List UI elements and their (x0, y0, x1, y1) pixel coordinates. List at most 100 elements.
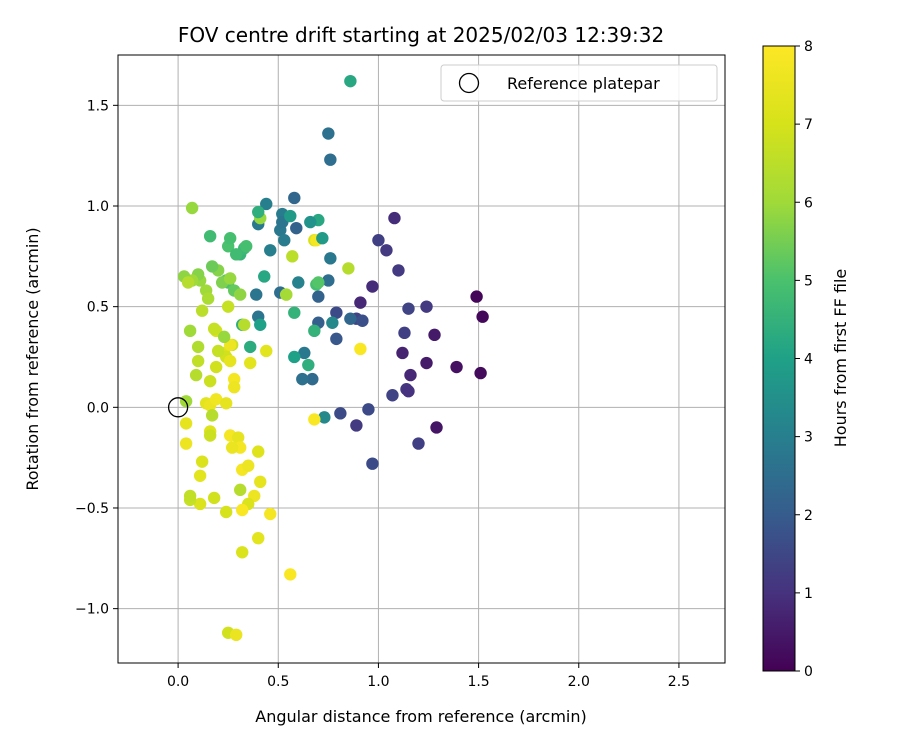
scatter-point (205, 260, 219, 273)
scatter-point (242, 459, 255, 472)
scatter-point (209, 393, 223, 406)
scatter-point (250, 288, 263, 301)
scatter-point (330, 306, 343, 319)
colorbar-tick-label: 1 (804, 586, 813, 602)
scatter-point (304, 215, 317, 229)
scatter-point (203, 374, 217, 388)
colorbar: 0 1 2 3 4 5 6 7 8 Hours from first FF file (762, 39, 850, 680)
scatter-point (229, 628, 243, 642)
x-tick-label: 1.5 (467, 674, 489, 690)
scatter-point (296, 372, 309, 386)
legend-label-reference: Reference platepar (507, 74, 660, 93)
colorbar-tick-label: 0 (804, 664, 813, 680)
y-axis-label: Rotation from reference (arcmin) (23, 227, 42, 490)
scatter-point (217, 330, 231, 344)
scatter-point (380, 244, 393, 257)
scatter-point (209, 360, 223, 374)
scatter-point (225, 441, 239, 454)
x-tick-label: 2.0 (568, 674, 590, 690)
scatter-point (372, 234, 385, 247)
scatter-point (284, 568, 297, 581)
colorbar-gradient (762, 45, 796, 672)
scatter-point (183, 324, 197, 338)
x-tick-label: 0.5 (267, 674, 289, 690)
scatter-point (234, 288, 247, 301)
scatter-point (254, 318, 267, 331)
scatter-point (193, 497, 207, 511)
scatter-point (474, 366, 487, 380)
scatter-point (223, 354, 237, 368)
colorbar-tick-label: 3 (804, 430, 813, 446)
scatter-point (264, 244, 277, 257)
scatter-point (211, 344, 225, 358)
scatter-point (312, 290, 325, 303)
scatter-point (189, 368, 203, 382)
scatter-point (252, 205, 265, 219)
scatter-point (203, 229, 217, 243)
scatter-point (288, 306, 301, 319)
scatter-point (330, 332, 343, 346)
scatter-point (207, 491, 221, 505)
y-tick-label: 1.0 (87, 199, 109, 215)
scatter-point (236, 503, 249, 517)
colorbar-tick-label: 7 (804, 117, 813, 133)
scatter-point (354, 342, 367, 356)
y-tick-label: −0.5 (75, 501, 109, 517)
chart-title: FOV centre drift starting at 2025/02/03 … (178, 23, 664, 47)
reference-platepar-marker (167, 397, 189, 418)
scatter-point (392, 264, 405, 277)
scatter-point (450, 360, 463, 374)
scatter-point (324, 252, 337, 265)
scatter-point (244, 356, 257, 370)
scatter-point (356, 314, 369, 327)
scatter-point (298, 346, 311, 360)
scatter-points (177, 74, 489, 642)
scatter-point (195, 455, 209, 468)
colorbar-tick-label: 4 (804, 352, 813, 368)
scatter-point (286, 250, 299, 263)
scatter-point (240, 240, 253, 253)
scatter-point (260, 197, 273, 211)
colorbar-tick-label: 8 (804, 39, 813, 55)
scatter-point (185, 201, 199, 215)
scatter-point (203, 429, 217, 442)
scatter-point (322, 127, 335, 140)
x-tick-label: 1.0 (367, 674, 389, 690)
scatter-point (260, 344, 273, 358)
scatter-point (244, 340, 257, 354)
scatter-point (402, 385, 415, 398)
scatter-point (238, 318, 251, 331)
scatter-point (227, 380, 241, 394)
scatter-point (396, 346, 409, 360)
plot-frame (117, 54, 726, 664)
scatter-point (207, 322, 221, 336)
scatter-point (201, 292, 215, 305)
scatter-point (195, 304, 209, 317)
scatter-point (386, 389, 399, 402)
scatter-point (318, 411, 331, 424)
scatter-point (326, 316, 339, 329)
scatter-point (308, 324, 321, 338)
scatter-point (252, 531, 265, 545)
scatter-point (362, 403, 375, 416)
legend-marker-reference (458, 72, 480, 94)
scatter-point (258, 270, 271, 283)
scatter-point (316, 232, 329, 245)
y-tick-label: 0.5 (87, 300, 109, 316)
scatter-point (344, 312, 357, 325)
plot-area (118, 55, 725, 663)
scatter-point (223, 272, 237, 285)
colorbar-ticks: 0 1 2 3 4 5 6 7 8 (795, 39, 813, 680)
scatter-point (312, 276, 325, 289)
scatter-point (254, 475, 267, 489)
scatter-point (221, 300, 235, 313)
y-tick-label: 0.0 (87, 400, 109, 416)
scatter-point (179, 437, 193, 450)
scatter-point (205, 409, 219, 422)
y-axis-ticks: −1.0 −0.5 0.0 0.5 1.0 1.5 (75, 98, 118, 618)
scatter-point (420, 300, 433, 313)
scatter-point (334, 407, 347, 420)
reference-marker (167, 397, 189, 418)
scatter-point (181, 276, 195, 289)
